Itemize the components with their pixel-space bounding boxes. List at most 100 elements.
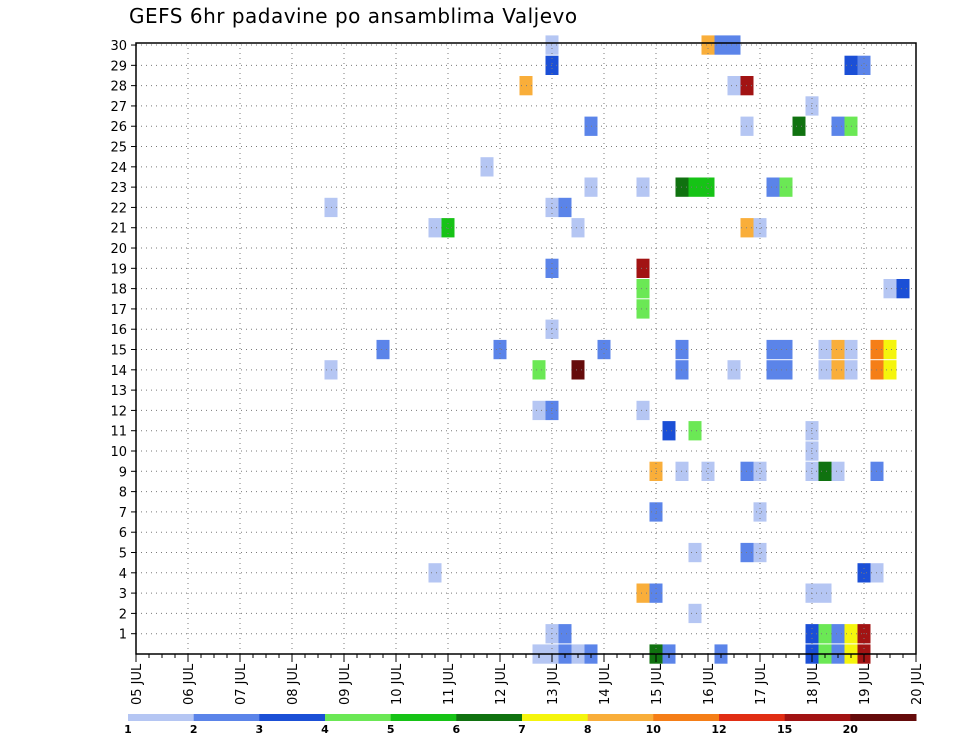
x-tick-label: 19 JUL	[858, 663, 873, 705]
heatmap-cell	[818, 339, 832, 360]
colorbar-segment	[719, 714, 786, 721]
x-tick-label: 13 JUL	[546, 663, 561, 705]
colorbar-label: 15	[777, 723, 792, 736]
x-tick-label: 20 JUL	[910, 663, 925, 705]
colorbar-segment	[850, 714, 917, 721]
colorbar-segment	[193, 714, 260, 721]
heatmap-cell	[766, 339, 780, 360]
y-tick-label: 9	[119, 465, 127, 480]
colorbar-label: 20	[843, 723, 859, 736]
x-tick-label: 11 JUL	[442, 663, 457, 705]
heatmap-cell	[636, 279, 650, 299]
heatmap-cell	[571, 360, 585, 380]
colorbar-segment	[587, 714, 654, 721]
colorbar-label: 7	[518, 723, 526, 736]
y-tick-label: 23	[110, 181, 127, 196]
y-tick-label: 27	[110, 100, 127, 115]
y-tick-label: 3	[119, 587, 127, 602]
y-tick-label: 19	[110, 262, 127, 277]
y-tick-label: 12	[110, 404, 127, 419]
heatmap-cell	[831, 461, 845, 481]
heatmap-cell	[727, 35, 741, 55]
y-tick-label: 28	[110, 80, 127, 95]
heatmap-cell	[753, 502, 767, 522]
y-tick-label: 13	[110, 384, 127, 399]
heatmap-cell	[558, 624, 572, 644]
heatmap-cell	[532, 360, 546, 380]
y-tick-label: 6	[119, 526, 127, 541]
x-tick-label: 06 JUL	[182, 663, 197, 705]
heatmap-cell	[636, 400, 650, 421]
heatmap-cell	[727, 76, 741, 96]
x-tick-label: 18 JUL	[806, 663, 821, 705]
colorbar-segment	[653, 714, 720, 721]
heatmap-cell	[662, 421, 676, 441]
heatmap-cell	[857, 563, 871, 583]
x-tick-label: 08 JUL	[286, 663, 301, 705]
colorbar-label: 1	[124, 723, 132, 736]
x-tick-label: 16 JUL	[702, 663, 717, 705]
y-tick-label: 1	[119, 628, 127, 643]
heatmap-cell	[636, 299, 650, 319]
colorbar-label: 8	[584, 723, 592, 736]
heatmap-cell	[428, 563, 442, 583]
y-tick-label: 29	[110, 59, 127, 74]
heatmap-cell	[792, 116, 806, 136]
heatmap-cell	[428, 218, 442, 238]
colorbar-segment	[128, 714, 195, 721]
heatmap-cell	[701, 35, 715, 55]
x-tick-label: 12 JUL	[494, 663, 509, 705]
y-tick-label: 26	[110, 120, 127, 135]
y-tick-label: 4	[119, 567, 127, 582]
colorbar-label: 2	[190, 723, 198, 736]
x-tick-label: 10 JUL	[390, 663, 405, 705]
heatmap-cell	[701, 177, 715, 197]
colorbar-label: 6	[452, 723, 460, 736]
heatmap-cell	[766, 177, 780, 197]
colorbar-segment	[456, 714, 523, 721]
y-tick-label: 25	[110, 141, 127, 156]
colorbar-segment	[784, 714, 851, 721]
x-tick-label: 07 JUL	[234, 663, 249, 705]
heatmap-cell	[831, 116, 845, 136]
heatmap-cell	[636, 258, 650, 278]
heatmap-cell	[532, 400, 546, 421]
colorbar-label: 10	[646, 723, 662, 736]
heatmap-cell	[818, 624, 832, 644]
heatmap-cell	[558, 197, 572, 218]
x-tick-label: 14 JUL	[598, 663, 613, 705]
heatmap-cell	[688, 603, 702, 624]
colorbar-label: 5	[387, 723, 395, 736]
colorbar-label: 12	[711, 723, 726, 736]
y-tick-label: 17	[110, 303, 127, 318]
heatmap-cell	[753, 218, 767, 238]
x-tick-label: 09 JUL	[338, 663, 353, 705]
heatmap-cell	[701, 461, 715, 481]
heatmap-cell	[376, 339, 390, 360]
x-tick-label: 15 JUL	[650, 663, 665, 705]
heatmap-cell	[688, 421, 702, 441]
heatmap-cell	[831, 339, 845, 360]
heatmap-cell	[883, 360, 897, 380]
heatmap-cell	[727, 360, 741, 380]
x-tick-label: 17 JUL	[754, 663, 769, 705]
y-tick-label: 21	[110, 222, 127, 237]
heatmap-cell	[883, 279, 897, 299]
y-tick-label: 10	[110, 445, 127, 460]
heatmap-cell	[636, 583, 650, 603]
heatmap-cell	[688, 542, 702, 563]
y-tick-label: 30	[110, 39, 127, 54]
heatmap-cell	[831, 624, 845, 644]
y-tick-label: 7	[119, 506, 127, 521]
heatmap-cell	[597, 339, 611, 360]
chart-title: GEFS 6hr padavine po ansamblima Valjevo	[129, 4, 578, 28]
colorbar-label: 4	[321, 723, 329, 736]
colorbar-segment	[259, 714, 326, 721]
heatmap-cell	[441, 218, 455, 238]
y-tick-label: 5	[119, 547, 127, 562]
y-tick-label: 8	[119, 486, 127, 501]
heatmap-cell	[753, 542, 767, 563]
heatmap-cell	[753, 461, 767, 481]
heatmap-cell	[883, 339, 897, 360]
